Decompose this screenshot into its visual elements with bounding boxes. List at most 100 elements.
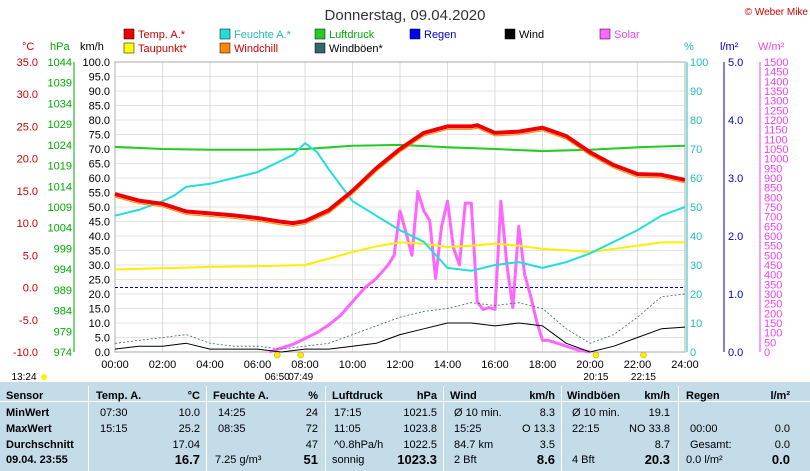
legend-label: Regen [424, 29, 456, 41]
kmh-tick: 65.0 [89, 159, 110, 171]
hpa-tick: 1019 [48, 161, 72, 173]
kmh-tick: 95.0 [89, 72, 110, 84]
legend-swatch [504, 28, 516, 40]
hdr-rain-unit: l/m² [770, 390, 790, 402]
kmh-tick: 25.0 [89, 275, 110, 287]
unit-temp: °C [22, 41, 34, 53]
solar-tick: 1350 [764, 86, 788, 98]
pct-tick: 40 [690, 231, 702, 243]
temp-tick: 30.0 [17, 89, 38, 101]
solar-tick: 350 [764, 279, 782, 291]
solar-tick: 1000 [764, 154, 788, 166]
temp-tick: 15.0 [17, 186, 38, 198]
sun-marker-icon [297, 351, 304, 359]
hpa-tick: 979 [54, 326, 72, 338]
x-tick: 00:00 [101, 359, 129, 371]
table-cell-hum-v: 24 [305, 407, 318, 419]
x-tick: 02:00 [149, 359, 177, 371]
marker-label: 22:15 [631, 372, 656, 382]
table-cell-wind-v: 8.3 [539, 407, 555, 419]
x-tick: 16:00 [481, 359, 509, 371]
kmh-tick: 90.0 [89, 86, 110, 98]
table-cell-wind-t: Ø 10 min. [454, 407, 502, 419]
table-cell-label: MaxWert [6, 423, 52, 435]
legend-label: Taupunkt* [138, 43, 188, 55]
unit-kmh: km/h [80, 41, 104, 53]
solar-tick: 450 [764, 260, 782, 272]
pct-tick: 10 [690, 318, 702, 330]
rain-tick: 2.0 [728, 231, 743, 243]
table-cell-rain-t: Gesamt: [690, 439, 732, 451]
legend-swatch [123, 28, 135, 40]
kmh-tick: 35.0 [89, 246, 110, 258]
table-cell-press-v: 1021.5 [403, 407, 437, 419]
current-temp: 16.7 [174, 452, 200, 467]
series-windb-en-line [114, 293, 686, 350]
hpa-tick: 1014 [48, 181, 72, 193]
rain-tick: 5.0 [728, 57, 743, 69]
table-cell-temp-t: 15:15 [100, 423, 128, 435]
kmh-tick: 75.0 [89, 130, 110, 142]
credit-text: © Weber Mike [745, 7, 809, 18]
hpa-tick: 999 [54, 243, 72, 255]
solar-tick: 800 [764, 192, 782, 204]
rain-tick: 1.0 [728, 289, 743, 301]
solar-tick: 950 [764, 163, 782, 175]
solar-tick: 650 [764, 221, 782, 233]
solar-tick: 1200 [764, 115, 788, 127]
current-gust: 20.3 [644, 452, 670, 467]
header-divider [0, 401, 810, 402]
hpa-tick: 1024 [48, 140, 72, 152]
x-tick: 10:00 [339, 359, 367, 371]
current-press-note: sonnig [332, 454, 365, 466]
hpa-tick: 989 [54, 285, 72, 297]
solar-tick: 1250 [764, 105, 788, 117]
hdr-press: Luftdruck [332, 390, 383, 402]
legend-label: Wind [519, 29, 544, 41]
table-cell-press-t: 17:15 [334, 407, 362, 419]
hpa-tick: 984 [54, 306, 72, 318]
table-cell-hum-t: 14:25 [218, 407, 246, 419]
series-solar-line [268, 190, 591, 354]
table-cell-temp-t: 07:30 [100, 407, 128, 419]
legend-swatch [123, 42, 135, 54]
sun-marker-icon [41, 374, 47, 380]
unit-hpa: hPa [50, 41, 70, 53]
solar-tick: 900 [764, 173, 782, 185]
current-gust-note: 4 Bft [572, 454, 595, 466]
series-wind-line [114, 322, 686, 353]
legend-swatch [314, 42, 326, 54]
table-cell-temp-v: 25.2 [178, 423, 200, 435]
solar-tick: 200 [764, 308, 782, 320]
table-cell-wind-v: 3.5 [539, 439, 555, 451]
solar-tick: 600 [764, 231, 782, 243]
table-cell-wind-t: 15:25 [454, 423, 482, 435]
solar-tick: 1500 [764, 57, 788, 69]
table-cell-label: MinWert [6, 407, 50, 419]
rain-tick: 0.0 [728, 347, 743, 359]
table-cell-press-v: 1023.8 [403, 423, 437, 435]
hpa-tick: 1009 [48, 202, 72, 214]
solar-tick: 1150 [764, 125, 788, 137]
solar-tick: 500 [764, 250, 782, 262]
hdr-wind-unit: km/h [529, 390, 555, 402]
table-cell-press-v: 1022.5 [403, 439, 437, 451]
table-cell-gust-t: Ø 10 min. [572, 407, 620, 419]
legend-label: Windchill [234, 43, 278, 55]
x-tick: 22:00 [624, 359, 652, 371]
kmh-tick: 85.0 [89, 101, 110, 113]
hdr-sensor: Sensor [6, 390, 44, 402]
solar-tick: 1300 [764, 96, 788, 108]
unit-solar: W/m² [758, 41, 785, 53]
kmh-tick: 50.0 [89, 202, 110, 214]
current-rain-note: 0.0 l/m² [686, 454, 723, 466]
temp-tick: 20.0 [17, 154, 38, 166]
col-divider [443, 386, 444, 471]
marker-label: 13:24 [11, 372, 36, 382]
solar-tick: 550 [764, 241, 782, 253]
hdr-press-unit: hPa [416, 390, 437, 402]
current-wind: 8.6 [536, 452, 555, 467]
pct-tick: 50 [690, 202, 702, 214]
temp-tick: 25.0 [17, 121, 38, 133]
legend-swatch [314, 28, 326, 40]
